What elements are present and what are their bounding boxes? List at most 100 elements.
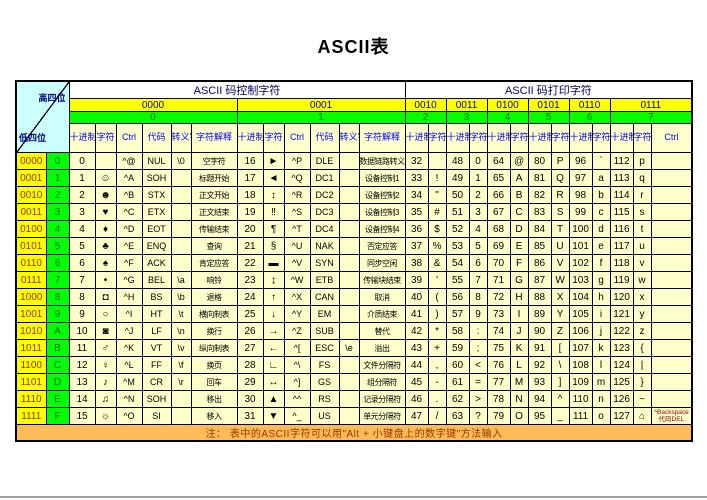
char-cell: Y (550, 305, 570, 323)
column-header-char: 字符 (94, 123, 117, 153)
dec-cell: 43 (404, 339, 429, 357)
dec-cell: 63 (445, 407, 470, 425)
char-cell: ∟ (262, 356, 285, 374)
meaning-cell: 设备控制2 (358, 186, 406, 204)
column-header-meaning: 字符解释 (190, 123, 238, 153)
dec-cell: 55 (445, 271, 470, 289)
bin-cell: 1010 (15, 322, 47, 340)
table-row: 1100 C 12 ♀ ^L FF \f 换页 28 ∟ ^\ FS 文件分隔符 44, 60 <76 L 92 \… (15, 356, 693, 374)
dec-cell: 85 (527, 237, 552, 255)
esc-cell: \b (170, 288, 192, 306)
dec-cell: 51 (445, 203, 470, 221)
dec-cell: 21 (236, 237, 264, 255)
dec-cell: 28 (236, 356, 264, 374)
esc-cell (338, 271, 360, 289)
dec-cell: 122 (609, 322, 634, 340)
dec-cell: 76 (486, 356, 511, 374)
char-cell: K (509, 339, 529, 357)
char-cell: B (509, 186, 529, 204)
char-cell: a (591, 169, 611, 187)
char-cell (427, 152, 447, 170)
meaning-cell: 替代 (358, 322, 406, 340)
dec-cell: 19 (236, 203, 264, 221)
char-cell: ( (427, 288, 447, 306)
char-cell: \ (550, 356, 570, 374)
char-cell: ↔ (262, 373, 285, 391)
meaning-cell: 回车 (190, 373, 238, 391)
dec-cell: 110 (568, 390, 593, 408)
ctrl-cell: ^E (115, 237, 143, 255)
high-bits-cell: 0101 (527, 98, 570, 112)
bin-cell: 0110 (15, 254, 47, 272)
dec-cell: 118 (609, 254, 634, 272)
column-header-char: 字符 (262, 123, 285, 153)
char-cell: O (509, 407, 529, 425)
dec-cell: 108 (568, 356, 593, 374)
ctrl-cell: ^\ (283, 356, 311, 374)
ctrl-cell: ^] (283, 373, 311, 391)
ctrl-cell: ^A (115, 169, 143, 187)
dec-cell: 104 (568, 288, 593, 306)
meaning-cell: 响铃 (190, 271, 238, 289)
dec-cell: 92 (527, 356, 552, 374)
char-cell: ♣ (94, 237, 117, 255)
char-cell: f (591, 254, 611, 272)
column-header-dec: 十进制 (404, 123, 429, 153)
char-cell: p (632, 152, 652, 170)
dec-cell: 100 (568, 220, 593, 238)
hex-cell: 0 (45, 152, 70, 170)
table-body: 0000 0 0 ^@ NUL \0 空字符 16 ► ^P DLE 数据链路转义 32 48 0 64 @80… (15, 152, 693, 442)
esc-cell (338, 169, 360, 187)
ctrl-cell: ^Z (283, 322, 311, 340)
table-row: 1111 F 15 ☼ ^O SI 移入 31 ▼ ^_ US 单元分隔符 47/63? 79 O 95 _ 11… (15, 407, 693, 425)
dec-cell: 105 (568, 305, 593, 323)
hex-cell: A (45, 322, 70, 340)
backspace-cell (650, 390, 693, 408)
char-cell: o (591, 407, 611, 425)
section-header-print: ASCII 码打印字符 (404, 80, 693, 99)
dec-cell: 26 (236, 322, 264, 340)
char-cell: ☺ (94, 169, 117, 187)
dec-cell: 75 (486, 339, 511, 357)
meaning-cell: 单元分隔符 (358, 407, 406, 425)
column-header-ctrl: Ctrl (650, 123, 693, 153)
esc-cell: \a (170, 271, 192, 289)
esc-cell (170, 220, 192, 238)
dec-cell: 1 (68, 169, 96, 187)
char-cell: 0 (468, 152, 488, 170)
esc-cell (170, 254, 192, 272)
dec-cell: 14 (68, 390, 96, 408)
code-cell: SOH (141, 390, 172, 408)
char-cell: W (550, 271, 570, 289)
esc-cell: \e (338, 339, 360, 357)
dec-cell: 59 (445, 339, 470, 357)
dec-cell: 23 (236, 271, 264, 289)
dec-cell: 22 (236, 254, 264, 272)
char-cell: ⌂ (632, 407, 652, 425)
ctrl-cell: ^C (115, 203, 143, 221)
esc-cell (338, 373, 360, 391)
dec-cell: 81 (527, 169, 552, 187)
dec-cell: 53 (445, 237, 470, 255)
hex-cell: 9 (45, 305, 70, 323)
backspace-cell (650, 305, 693, 323)
char-cell: V (550, 254, 570, 272)
esc-cell (170, 169, 192, 187)
meaning-cell: 设备控制3 (358, 203, 406, 221)
dec-cell: 117 (609, 237, 634, 255)
esc-cell: \t (170, 305, 192, 323)
column-header-dec: 十进制 (445, 123, 470, 153)
code-cell: ETB (309, 271, 340, 289)
esc-cell (338, 356, 360, 374)
code-cell: DC2 (309, 186, 340, 204)
dec-cell: 126 (609, 390, 634, 408)
column-header-meaning: 字符解释 (358, 123, 406, 153)
dec-cell: 113 (609, 169, 634, 187)
char-cell: § (262, 237, 285, 255)
ctrl-cell: ^_ (283, 407, 311, 425)
dec-cell: 48 (445, 152, 470, 170)
char-cell: ^ (550, 390, 570, 408)
char-cell: L (509, 356, 529, 374)
char-cell: 8 (468, 288, 488, 306)
